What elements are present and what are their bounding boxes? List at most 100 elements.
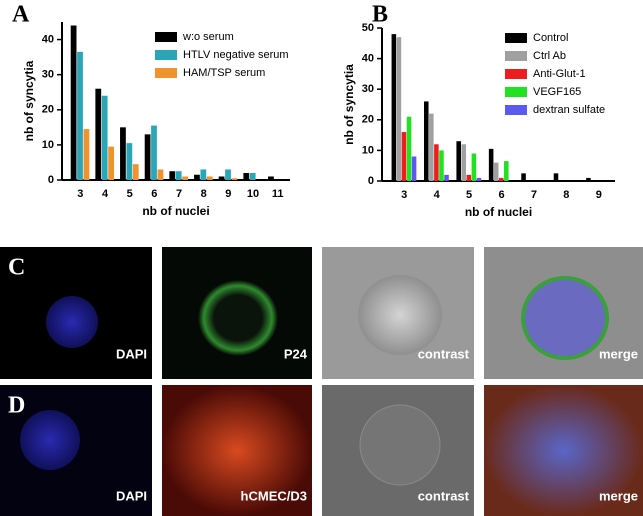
bar: [225, 169, 231, 180]
panel-letter: B: [372, 2, 388, 28]
bar: [249, 172, 256, 180]
bar: [396, 37, 402, 182]
bar: [108, 146, 114, 180]
x-tick-label: 4: [434, 189, 441, 201]
y-tick-label: 40: [362, 53, 374, 65]
legend-label: HAM/TSP serum: [183, 67, 265, 79]
image-label: DAPI: [116, 488, 147, 503]
nucleus-cluster: [20, 410, 80, 470]
y-tick-label: 20: [42, 104, 54, 116]
x-tick-label: 5: [466, 189, 472, 201]
legend-label: Anti-Glut-1: [533, 68, 586, 80]
x-tick-label: 10: [247, 188, 259, 200]
legend-label: w:o serum: [182, 31, 234, 43]
bar: [488, 148, 494, 181]
bar: [200, 169, 207, 180]
legend-swatch: [155, 32, 177, 42]
legend-label: VEGF165: [533, 86, 581, 98]
bar: [498, 177, 504, 181]
x-axis-title: nb of nuclei: [142, 204, 209, 218]
x-tick-label: 4: [102, 188, 109, 200]
x-tick-label: 7: [531, 189, 537, 201]
bar: [586, 177, 591, 181]
bar: [471, 153, 477, 181]
bar: [132, 164, 139, 180]
bar: [466, 174, 472, 181]
bar: [157, 169, 164, 180]
bar: [151, 125, 157, 180]
legend-swatch: [505, 51, 527, 61]
nucleus-cluster: [46, 296, 98, 348]
x-tick-label: 3: [77, 188, 83, 200]
bar: [243, 172, 250, 180]
bar: [144, 134, 151, 180]
y-tick-label: 10: [42, 139, 54, 151]
microscopy-panels: [0, 247, 643, 516]
bar: [70, 25, 77, 181]
x-tick-label: 7: [176, 188, 182, 200]
bar: [77, 51, 83, 180]
x-tick-label: 5: [127, 188, 133, 200]
panel-letter: D: [8, 393, 25, 419]
bar: [429, 113, 434, 181]
x-tick-label: 9: [596, 189, 602, 201]
bar: [218, 176, 225, 180]
y-tick-label: 40: [42, 33, 54, 45]
image-label: contrast: [418, 346, 470, 361]
y-axis-title: nb of syncytia: [342, 64, 356, 145]
y-tick-label: 30: [362, 83, 374, 95]
bar: [120, 127, 126, 180]
legend-label: Ctrl Ab: [533, 50, 566, 62]
x-tick-label: 6: [151, 188, 157, 200]
y-tick-label: 10: [362, 144, 374, 156]
cell: [358, 275, 442, 355]
bar: [493, 162, 499, 181]
panel-letter: A: [12, 2, 30, 28]
image-merge: [484, 385, 643, 516]
image-label: hCMEC/D3: [241, 488, 307, 503]
bar: [95, 88, 102, 180]
bar: [182, 176, 188, 180]
bar: [194, 174, 200, 180]
x-tick-label: 9: [225, 188, 231, 200]
bar: [406, 116, 412, 181]
x-tick-label: 11: [272, 188, 284, 200]
legend-label: Control: [533, 32, 568, 44]
legend-label: dextran sulfate: [533, 104, 605, 116]
image-label: merge: [599, 488, 638, 503]
bar: [434, 144, 439, 181]
bar: [423, 101, 429, 181]
bar: [268, 176, 274, 180]
y-tick-label: 50: [362, 22, 374, 34]
bar: [444, 174, 449, 181]
bar: [101, 95, 108, 180]
bar: [206, 176, 213, 180]
y-tick-label: 20: [362, 114, 374, 126]
x-tick-label: 8: [201, 188, 207, 200]
bar: [391, 34, 397, 182]
x-tick-label: 8: [563, 189, 569, 201]
legend-swatch: [505, 105, 527, 115]
bar: [169, 171, 176, 180]
cell: [521, 276, 609, 360]
legend-swatch: [155, 50, 177, 60]
legend-swatch: [505, 33, 527, 43]
bar: [553, 173, 559, 181]
bar: [456, 141, 461, 181]
bar: [461, 144, 467, 181]
bar: [83, 129, 90, 180]
y-tick-label: 0: [368, 175, 374, 187]
panel-letter: C: [8, 255, 25, 281]
bar: [411, 156, 417, 181]
legend-swatch: [155, 68, 177, 78]
legend-label: HTLV negative serum: [183, 49, 289, 61]
bar: [175, 171, 182, 180]
image-label: merge: [599, 346, 638, 361]
image-label: contrast: [418, 488, 470, 503]
y-tick-label: 30: [42, 69, 54, 81]
bar: [476, 177, 482, 181]
y-tick-label: 0: [48, 174, 54, 186]
image-hcmec: [162, 385, 312, 516]
bar: [504, 161, 509, 181]
